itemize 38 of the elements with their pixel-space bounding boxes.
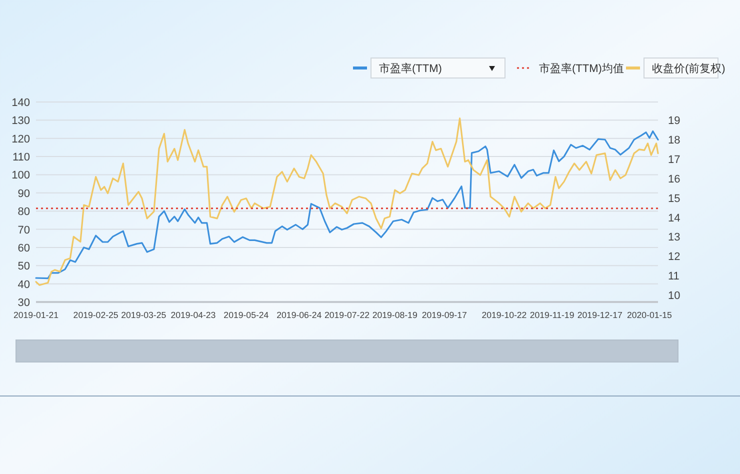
x-tick-label: 2019-12-17 xyxy=(577,310,623,320)
x-tick-label: 2019-04-23 xyxy=(170,310,216,320)
x-tick-label: 2019-03-25 xyxy=(121,310,166,320)
y2-tick-label: 18 xyxy=(668,134,680,147)
x-tick-label: 2019-07-22 xyxy=(324,310,370,320)
legend-label: 市盈率(TTM)均值 xyxy=(539,62,624,75)
y2-tick-label: 16 xyxy=(668,173,680,186)
y-tick-label: 50 xyxy=(18,260,30,273)
x-tick-label: 2019-02-25 xyxy=(73,310,118,320)
y2-tick-label: 13 xyxy=(668,232,680,244)
y2-tick-label: 11 xyxy=(668,270,680,283)
y2-tick-label: 10 xyxy=(668,290,680,302)
legend-label: 收盘价(前复权) xyxy=(652,63,726,75)
x-tick-label: 2019-11-19 xyxy=(530,310,574,320)
y-tick-label: 60 xyxy=(18,242,30,254)
x-tick-label: 2019-05-24 xyxy=(224,310,269,320)
y2-tick-label: 15 xyxy=(668,192,680,205)
y-tick-label: 140 xyxy=(12,97,30,109)
x-tick-label: 2019-09-17 xyxy=(422,310,468,320)
x-tick-label: 2019-10-22 xyxy=(482,310,527,320)
y2-tick-label: 17 xyxy=(668,154,680,166)
x-tick-label: 2019-01-21 xyxy=(14,310,59,320)
y2-tick-label: 19 xyxy=(668,115,680,128)
legend-label: 市盈率(TTM) xyxy=(379,62,442,75)
y-tick-label: 40 xyxy=(18,278,30,291)
y-tick-label: 100 xyxy=(12,170,30,182)
y-tick-label: 130 xyxy=(12,115,30,128)
y-tick-label: 80 xyxy=(18,206,30,218)
y-tick-label: 120 xyxy=(12,133,30,146)
y-tick-label: 90 xyxy=(18,188,30,200)
y2-tick-label: 12 xyxy=(668,251,680,264)
x-tick-label: 2019-08-19 xyxy=(372,310,418,320)
y-tick-label: 70 xyxy=(18,224,30,236)
y-tick-label: 30 xyxy=(18,297,30,309)
x-tick-label: 2020-01-15 xyxy=(626,310,672,320)
x-tick-label: 2019-06-24 xyxy=(276,310,322,320)
y2-tick-label: 14 xyxy=(668,212,680,224)
y-tick-label: 110 xyxy=(12,152,30,164)
